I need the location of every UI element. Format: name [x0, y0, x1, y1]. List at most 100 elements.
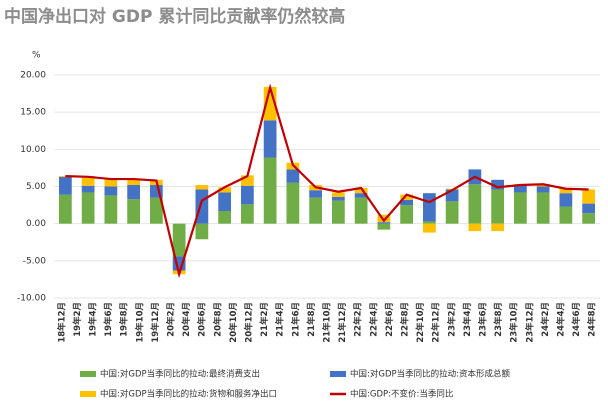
bar	[445, 201, 459, 224]
x-tick-label: 19年8月	[119, 302, 130, 337]
bar	[400, 205, 413, 224]
bar	[332, 196, 345, 201]
bar	[354, 187, 368, 194]
x-tick-label: 21年4月	[275, 302, 286, 337]
y-tick-label: -10.00	[17, 294, 46, 304]
legend-label: 中国:对GDP当季同比的拉动:资本形成总额	[350, 369, 510, 380]
x-tick-label: 19年4月	[88, 302, 99, 337]
x-tick-label: 19年10月	[134, 302, 145, 343]
x-tick-label: 20年12月	[244, 302, 255, 343]
bar	[400, 194, 413, 200]
x-tick-label: 21年8月	[306, 302, 317, 337]
x-tick-label: 24年8月	[587, 302, 598, 337]
x-tick-label: 20年4月	[181, 302, 192, 337]
bar	[195, 185, 209, 190]
bar	[377, 214, 391, 223]
y-tick-label: -5.00	[23, 256, 47, 266]
bar	[332, 192, 345, 197]
bar	[127, 199, 140, 224]
bar	[104, 186, 118, 196]
bar	[172, 223, 186, 257]
x-tick-label: 21年10月	[322, 302, 333, 343]
bar	[241, 204, 254, 224]
x-tick-label: 22年8月	[400, 302, 411, 337]
bar	[81, 176, 95, 186]
bar	[559, 206, 573, 224]
legend-swatch	[80, 391, 96, 397]
x-tick-label: 21年6月	[290, 302, 301, 337]
bar	[309, 190, 322, 198]
bar	[286, 182, 300, 224]
legend-swatch	[80, 371, 96, 377]
x-tick-label: 24年2月	[540, 302, 551, 337]
x-tick-label: 23年8月	[493, 302, 504, 337]
bar	[241, 175, 254, 186]
x-tick-label: 20年10月	[228, 302, 239, 343]
bar	[354, 193, 368, 198]
bar	[445, 189, 459, 202]
x-tick-label: 24年6月	[571, 302, 582, 337]
bar	[536, 186, 550, 193]
bar	[377, 222, 391, 224]
bar	[195, 223, 209, 240]
bar	[423, 193, 436, 222]
x-tick-label: 18年12月	[56, 302, 67, 343]
bar	[81, 185, 95, 193]
chart-title: 中国净出口对 GDP 累计同比贡献率仍然较高	[4, 6, 345, 27]
x-tick-label: 22年6月	[384, 302, 395, 337]
x-tick-label: 23年12月	[524, 302, 535, 343]
bar	[263, 157, 277, 224]
bar	[377, 223, 391, 230]
y-unit: %	[32, 51, 41, 61]
bar	[491, 189, 504, 224]
bar	[423, 221, 436, 224]
bar	[59, 194, 72, 224]
bar	[582, 213, 595, 224]
legend-label: 中国:对GDP当季同比的拉动:最终消费支出	[100, 369, 260, 380]
bar	[559, 188, 573, 194]
bar	[127, 179, 140, 186]
legend-label: 中国:对GDP当季同比的拉动:货物和服务净出口	[100, 389, 277, 400]
bar	[218, 192, 231, 212]
x-tick-label: 22年10月	[415, 302, 426, 343]
bar	[332, 200, 345, 224]
legend-swatch	[330, 371, 346, 377]
bar	[400, 199, 413, 206]
bar	[104, 195, 118, 224]
bar	[309, 197, 322, 224]
y-tick-label: 10.00	[20, 145, 46, 155]
bar	[59, 176, 72, 195]
x-tick-label: 19年12月	[150, 302, 161, 343]
bar	[582, 203, 595, 214]
bar	[514, 185, 527, 193]
x-tick-label: 24年4月	[556, 302, 567, 337]
bar	[536, 192, 550, 224]
y-tick-label: 15.00	[20, 108, 46, 118]
bar	[354, 197, 368, 224]
bar	[241, 185, 254, 205]
bar	[263, 120, 277, 158]
y-tick-label: 0.00	[26, 219, 46, 229]
bar	[423, 223, 436, 233]
bar	[559, 193, 573, 207]
x-tick-label: 20年8月	[212, 302, 223, 337]
x-tick-label: 23年6月	[478, 302, 489, 337]
bar	[491, 223, 504, 232]
bar	[468, 223, 482, 232]
x-tick-label: 23年4月	[462, 302, 473, 337]
x-tick-label: 21年2月	[259, 302, 270, 337]
x-tick-label: 19年6月	[103, 302, 114, 337]
x-tick-label: 20年2月	[166, 302, 177, 337]
bar	[468, 184, 482, 224]
y-tick-label: 5.00	[26, 182, 46, 192]
x-tick-label: 21年12月	[337, 302, 348, 343]
x-tick-label: 20年6月	[197, 302, 208, 337]
bar	[218, 211, 231, 224]
x-tick-label: 23年10月	[509, 302, 520, 343]
x-tick-label: 22年12月	[431, 302, 442, 343]
bar	[127, 185, 140, 200]
bar	[218, 187, 231, 193]
bar	[491, 179, 504, 190]
x-tick-label: 22年2月	[353, 302, 364, 337]
